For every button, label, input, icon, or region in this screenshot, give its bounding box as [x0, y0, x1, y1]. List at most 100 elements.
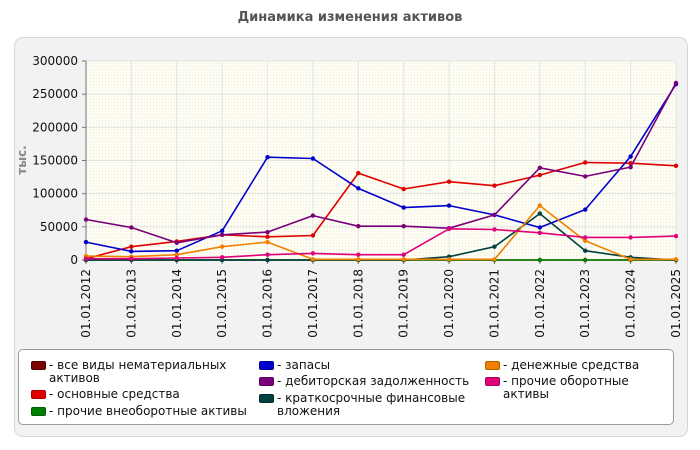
- data-point: [129, 225, 134, 230]
- data-point: [401, 257, 406, 262]
- x-tick-label: 01.01.2013: [124, 269, 138, 338]
- legend-label: - запасы: [277, 358, 331, 372]
- legend-item: - краткосрочные финансовые вложения: [259, 392, 474, 418]
- data-point: [673, 233, 679, 239]
- y-tick-label: 0: [70, 253, 78, 267]
- legend-swatch: [485, 377, 500, 386]
- data-point: [129, 256, 134, 261]
- y-tick-label: 300000: [32, 54, 78, 68]
- data-point: [265, 252, 270, 257]
- legend-swatch: [259, 361, 274, 370]
- series-line: [85, 161, 677, 260]
- legend-item: - прочие оборотные активы: [485, 375, 671, 401]
- legend-item: - прочие внеоборотные активы: [31, 405, 251, 418]
- data-point: [401, 223, 406, 229]
- x-tick-label: 01.01.2021: [487, 269, 501, 338]
- data-point: [537, 230, 543, 236]
- data-point: [628, 257, 633, 262]
- data-point: [265, 229, 270, 235]
- series-line: [85, 83, 677, 253]
- legend-item: - все виды нематериальных активов: [31, 359, 231, 385]
- legend-swatch: [259, 394, 274, 403]
- data-point: [492, 257, 497, 262]
- data-point: [356, 252, 361, 257]
- data-point: [310, 251, 316, 256]
- x-tick-label: 01.01.2017: [306, 269, 320, 338]
- data-point: [174, 240, 179, 245]
- data-point: [83, 217, 89, 222]
- legend-swatch: [31, 390, 46, 399]
- legend-swatch: [259, 377, 274, 386]
- y-tick-label: 50000: [40, 220, 78, 234]
- data-point: [265, 239, 270, 245]
- data-point: [83, 239, 89, 245]
- data-point: [583, 160, 588, 165]
- data-point: [129, 244, 134, 249]
- series-line: [85, 204, 676, 261]
- data-point: [537, 225, 543, 230]
- data-point: [583, 207, 588, 212]
- y-axis-label: тыс.: [15, 145, 29, 174]
- legend-item: - запасы: [259, 359, 474, 372]
- data-point: [401, 205, 406, 210]
- data-point: [583, 248, 588, 253]
- data-point: [673, 257, 679, 262]
- legend-swatch: [31, 407, 46, 416]
- legend-item: - основные средства: [31, 388, 231, 401]
- data-point: [673, 163, 679, 169]
- data-point: [628, 235, 633, 240]
- data-point: [356, 186, 361, 191]
- chart-title: Динамика изменения активов: [237, 10, 463, 25]
- legend-label: - краткосрочные финансовые вложения: [277, 391, 466, 418]
- y-tick-label: 200000: [32, 120, 78, 134]
- data-point: [492, 183, 497, 188]
- data-point: [310, 257, 316, 262]
- y-tick-label: 250000: [32, 87, 78, 101]
- data-point: [446, 179, 452, 184]
- x-tick-label: 01.01.2019: [397, 269, 411, 338]
- data-point: [219, 228, 225, 234]
- x-tick-label: 01.01.2012: [79, 269, 93, 338]
- data-point: [492, 212, 497, 218]
- x-tick-label: 01.01.2025: [669, 269, 683, 338]
- series-line: [86, 228, 677, 260]
- data-point: [537, 165, 543, 170]
- legend-item: - денежные средства: [485, 359, 671, 372]
- data-point: [628, 154, 633, 159]
- data-point: [129, 249, 134, 254]
- data-point: [310, 233, 316, 238]
- series-line: [85, 82, 677, 244]
- legend-label: - основные средства: [49, 387, 180, 401]
- data-point: [401, 186, 406, 192]
- legend-swatch: [485, 361, 500, 370]
- x-tick-label: 01.01.2014: [170, 269, 184, 338]
- x-tick-label: 01.01.2015: [215, 269, 229, 338]
- data-point: [492, 244, 497, 249]
- data-point: [446, 203, 452, 208]
- data-point: [219, 232, 225, 237]
- data-point: [356, 257, 361, 262]
- legend-swatch: [31, 361, 46, 370]
- legend-label: - дебиторская задолженность: [277, 374, 470, 388]
- x-tick-label: 01.01.2016: [261, 269, 275, 338]
- data-point: [83, 256, 89, 261]
- data-point: [265, 234, 270, 239]
- data-point: [446, 226, 452, 232]
- data-point: [446, 257, 452, 262]
- data-point: [583, 174, 588, 179]
- data-point: [537, 172, 543, 178]
- data-point: [219, 244, 225, 249]
- data-point: [356, 170, 361, 176]
- x-tick-label: 01.01.2020: [442, 269, 456, 338]
- data-point: [265, 154, 270, 160]
- data-point: [583, 257, 588, 263]
- data-point: [401, 252, 406, 257]
- legend-label: - денежные средства: [503, 358, 640, 372]
- data-point: [537, 203, 543, 208]
- chart-legend: - все виды нематериальных активов - осно…: [18, 349, 674, 425]
- legend-label: - прочие внеоборотные активы: [49, 404, 247, 418]
- data-point: [356, 223, 361, 229]
- data-point: [537, 211, 543, 216]
- data-point: [583, 238, 588, 243]
